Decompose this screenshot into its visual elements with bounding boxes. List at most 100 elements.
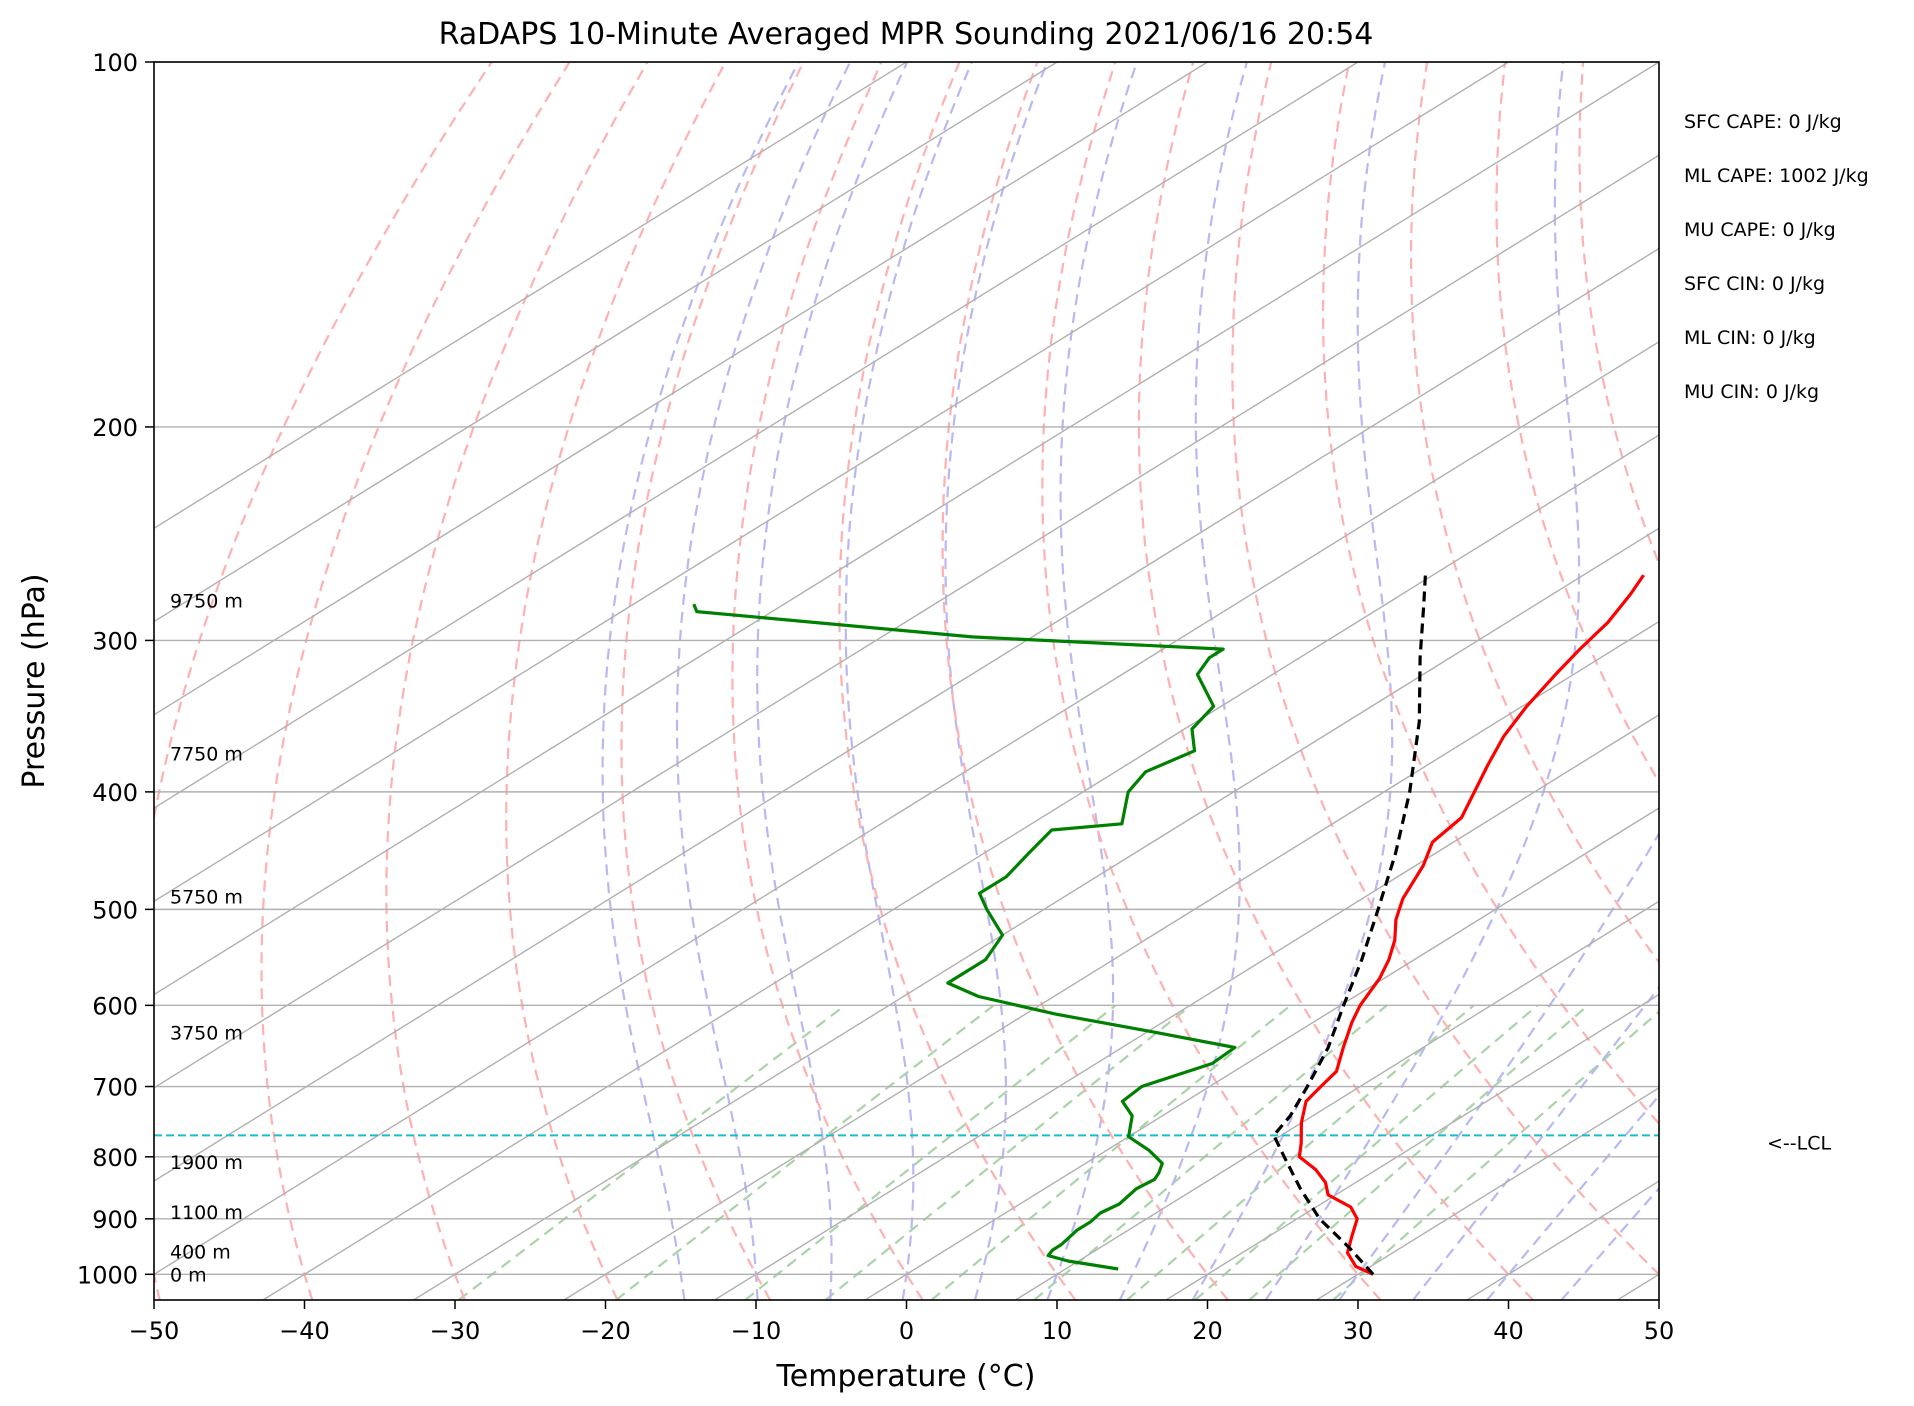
mixing-ratio-line — [744, 1004, 1117, 1300]
y-axis-title: Pressure (hPa) — [17, 573, 52, 788]
x-axis-title: Temperature (°C) — [776, 1359, 1036, 1394]
moist-adiabat-line — [675, 62, 852, 1300]
dry-adiabat-line — [505, 62, 727, 1300]
parcel-profile-line — [1272, 575, 1427, 1276]
stability-index-text: SFC CIN: 0 J/kg — [1684, 273, 1825, 295]
dry-adiabat-line — [385, 62, 649, 1300]
stability-indices: SFC CAPE: 0 J/kg ML CAPE: 1002 J/kg MU CAP… — [1684, 111, 1869, 403]
stability-index-text: ML CAPE: 1002 J/kg — [1684, 165, 1869, 187]
dry-adiabat-line — [838, 62, 1077, 1300]
moist-adiabat-line — [1118, 62, 1248, 1300]
moist-adiabat-line — [1191, 62, 1394, 1300]
y-tick-label: 500 — [92, 896, 138, 924]
y-tick-label: 1000 — [77, 1261, 138, 1289]
y-tick-label: 800 — [92, 1144, 138, 1172]
chart-title: RaDAPS 10-Minute Averaged MPR Sounding 2… — [439, 17, 1374, 52]
isotherm-line — [714, 713, 1659, 1300]
stability-index-text: MU CAPE: 0 J/kg — [1684, 219, 1836, 241]
moist-adiabat-line — [1338, 831, 1659, 1300]
mixing-ratio-line — [1248, 1004, 1589, 1300]
isotherm-line — [154, 62, 1509, 903]
mixing-ratio-line — [1126, 1004, 1475, 1300]
height-label: 1100 m — [170, 1202, 243, 1224]
isotherm-line — [154, 62, 1058, 623]
mixing-ratio-line — [1194, 1004, 1539, 1300]
height-label: 1900 m — [170, 1152, 243, 1174]
height-label: 0 m — [170, 1264, 207, 1286]
moist-adiabat-line — [1264, 62, 1581, 1300]
dewpoint-profile-line — [692, 603, 1237, 1271]
isotherm-grid — [154, 62, 1659, 1300]
lcl-label: <--LCL — [1767, 1132, 1831, 1154]
isotherm-line — [262, 434, 1659, 1300]
moist-adiabat-line — [1046, 62, 1138, 1300]
isotherm-line — [154, 62, 1659, 996]
x-tick-label: 30 — [1343, 1317, 1374, 1345]
isotherm-line — [154, 62, 1208, 716]
height-label: 3750 m — [170, 1023, 243, 1045]
x-tick-label: 20 — [1192, 1317, 1223, 1345]
x-tick-label: 50 — [1644, 1317, 1675, 1345]
x-tick-label: −20 — [580, 1317, 631, 1345]
mixing-ratio-line — [458, 1004, 846, 1300]
x-tick-label: 40 — [1493, 1317, 1524, 1345]
y-tick-label: 300 — [92, 627, 138, 655]
height-label: 9750 m — [170, 590, 243, 612]
sounding-series — [692, 574, 1645, 1276]
y-tick-label: 600 — [92, 992, 138, 1020]
isotherm-line — [154, 62, 907, 530]
isotherm-line — [154, 62, 1359, 809]
temperature-profile-line — [1297, 574, 1645, 1276]
x-tick-label: 10 — [1042, 1317, 1073, 1345]
x-tick-label: 0 — [899, 1317, 914, 1345]
moist-adiabat-line — [844, 62, 973, 1300]
y-tick-label: 900 — [92, 1206, 138, 1234]
x-tick-label: −30 — [430, 1317, 481, 1345]
isotherm-line — [864, 807, 1659, 1300]
isotherm-line — [563, 620, 1659, 1300]
y-tick-label: 400 — [92, 779, 138, 807]
isotherm-line — [154, 247, 1659, 1182]
dry-adiabat-line — [941, 62, 1229, 1300]
x-tick-label: −40 — [279, 1317, 330, 1345]
y-axis-ticks: 100 200 300 400 500 600 700 800 900 1000 — [77, 49, 154, 1289]
height-label: 7750 m — [170, 744, 243, 766]
height-label: 5750 m — [170, 887, 243, 909]
stability-index-text: ML CIN: 0 J/kg — [1684, 327, 1816, 349]
y-tick-label: 700 — [92, 1074, 138, 1102]
dry-adiabat-line — [1495, 62, 1659, 785]
moist-adiabats — [601, 62, 1659, 1300]
dry-adiabat-line — [620, 62, 805, 1300]
mixing-ratio-line — [615, 1004, 995, 1300]
moist-adiabat-line — [601, 62, 800, 1300]
isotherm-line — [154, 340, 1659, 1276]
dry-adiabat-line — [1137, 62, 1534, 1300]
dry-adiabats — [154, 62, 1659, 1300]
dry-adiabat-line — [1041, 62, 1382, 1300]
stability-index-text: MU CIN: 0 J/kg — [1684, 381, 1819, 403]
mixing-ratio-lines — [458, 1004, 1659, 1300]
isotherm-line — [154, 154, 1659, 1089]
isotherm-line — [1316, 1086, 1659, 1300]
x-axis-ticks: −50 −40 −30 −20 −10 0 10 20 30 40 50 — [129, 1300, 1675, 1345]
x-tick-label: −50 — [129, 1317, 180, 1345]
plot-area — [154, 62, 1659, 1300]
moist-adiabat-line — [944, 62, 1049, 1300]
moist-adiabat-line — [1560, 1186, 1659, 1300]
mixing-ratio-line — [1033, 1004, 1388, 1300]
stability-index-text: SFC CAPE: 0 J/kg — [1684, 111, 1842, 133]
isotherm-line — [1015, 900, 1659, 1300]
moist-adiabat-line — [756, 62, 909, 1300]
y-tick-label: 100 — [92, 49, 138, 77]
mixing-ratio-line — [824, 1004, 1192, 1300]
y-tick-label: 200 — [92, 414, 138, 442]
isotherm-line — [1165, 993, 1659, 1300]
height-label: 400 m — [170, 1242, 231, 1264]
dry-adiabat-line — [1231, 62, 1659, 1276]
isotherm-line — [413, 527, 1659, 1300]
x-tick-label: −10 — [731, 1317, 782, 1345]
mixing-ratio-line — [930, 1004, 1292, 1300]
mixing-ratio-line — [1332, 1010, 1659, 1300]
